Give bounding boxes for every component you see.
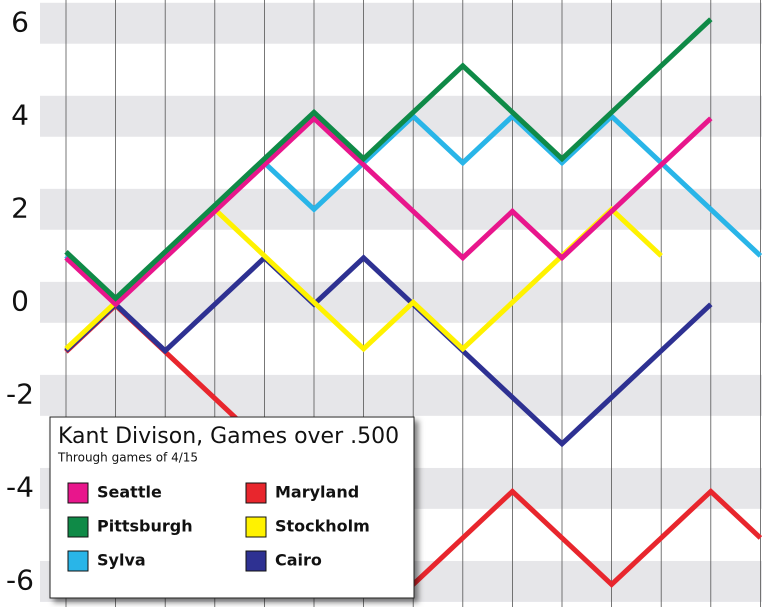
series-line [64, 17, 713, 302]
legend-swatch [67, 550, 89, 572]
grid-band [40, 374, 762, 416]
grid-band [40, 2, 762, 44]
legend-subtitle: Through games of 4/15 [57, 451, 198, 465]
legend-label: Cairo [275, 551, 322, 570]
legend-swatch [245, 550, 267, 572]
grid-band [40, 188, 762, 230]
legend-label: Sylva [97, 551, 146, 570]
legend-swatch [67, 516, 89, 538]
legend-swatch [67, 482, 89, 504]
legend-label: Maryland [275, 483, 359, 502]
legend-title: Kant Divison, Games over .500 [58, 424, 399, 449]
y-tick-label: 6 [11, 5, 29, 38]
y-tick-label: 4 [11, 98, 29, 131]
legend-label: Seattle [97, 483, 162, 502]
y-tick-label: -2 [6, 377, 34, 410]
series-line [64, 114, 713, 308]
y-tick-label: -4 [6, 470, 34, 503]
series-line [64, 254, 713, 448]
y-tick-label: 2 [11, 191, 29, 224]
legend-box [49, 416, 415, 599]
y-tick-label: -6 [6, 563, 34, 596]
legend-label: Pittsburgh [97, 517, 193, 536]
legend-swatch [245, 516, 267, 538]
legend-label: Stockholm [275, 517, 370, 536]
legend: Kant Divison, Games over .500 Through gam… [49, 416, 415, 599]
legend-swatch [245, 482, 267, 504]
y-tick-label: 0 [11, 284, 29, 317]
